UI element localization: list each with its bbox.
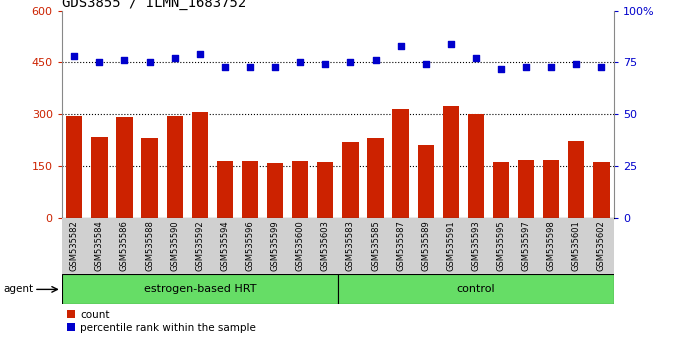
Text: estrogen-based HRT: estrogen-based HRT: [143, 284, 256, 295]
Bar: [493, 162, 509, 218]
Bar: [62, 274, 338, 304]
Legend: count, percentile rank within the sample: count, percentile rank within the sample: [67, 310, 257, 333]
Bar: [317, 162, 333, 218]
Point: [395, 43, 406, 48]
Bar: [442, 105, 459, 218]
Point: [244, 64, 255, 69]
Text: GSM535601: GSM535601: [572, 221, 581, 271]
Text: GSM535603: GSM535603: [321, 221, 330, 272]
Point: [270, 64, 281, 69]
Text: GSM535586: GSM535586: [120, 221, 129, 272]
Text: GSM535594: GSM535594: [220, 221, 229, 271]
Text: GSM535592: GSM535592: [196, 221, 204, 271]
Text: control: control: [457, 284, 495, 295]
Point: [571, 62, 582, 67]
Text: GSM535593: GSM535593: [471, 221, 480, 271]
Point: [69, 53, 80, 59]
Text: GSM535597: GSM535597: [521, 221, 530, 271]
Bar: [518, 160, 534, 218]
Bar: [191, 112, 208, 218]
Text: GSM535587: GSM535587: [396, 221, 405, 272]
Text: GSM535595: GSM535595: [497, 221, 506, 271]
Text: GSM535588: GSM535588: [145, 221, 154, 272]
Point: [144, 59, 155, 65]
Text: GSM535602: GSM535602: [597, 221, 606, 271]
Point: [421, 62, 431, 67]
Point: [295, 59, 306, 65]
Text: GSM535582: GSM535582: [70, 221, 79, 271]
Text: GSM535585: GSM535585: [371, 221, 380, 271]
Point: [370, 57, 381, 63]
Bar: [66, 116, 82, 218]
Point: [495, 66, 506, 72]
Point: [119, 57, 130, 63]
Point: [596, 64, 607, 69]
Point: [546, 64, 557, 69]
Bar: [117, 116, 132, 218]
Text: GSM535598: GSM535598: [547, 221, 556, 271]
Point: [345, 59, 356, 65]
Point: [521, 64, 532, 69]
Point: [194, 51, 205, 57]
Point: [471, 56, 482, 61]
Bar: [342, 142, 359, 218]
Text: GSM535599: GSM535599: [270, 221, 280, 271]
Point: [220, 64, 230, 69]
Text: GSM535583: GSM535583: [346, 221, 355, 272]
Bar: [367, 138, 383, 218]
Point: [169, 56, 180, 61]
Text: GSM535584: GSM535584: [95, 221, 104, 271]
Text: GSM535596: GSM535596: [246, 221, 255, 271]
Bar: [392, 109, 409, 218]
Bar: [167, 116, 183, 218]
Point: [94, 59, 105, 65]
Text: GSM535591: GSM535591: [447, 221, 456, 271]
Bar: [267, 163, 283, 218]
Text: agent: agent: [3, 284, 34, 295]
Bar: [217, 161, 233, 218]
Bar: [338, 274, 614, 304]
Bar: [468, 114, 484, 218]
Text: GSM535590: GSM535590: [170, 221, 179, 271]
Bar: [418, 145, 434, 218]
Bar: [568, 141, 584, 218]
Bar: [593, 162, 610, 218]
Text: GSM535589: GSM535589: [421, 221, 430, 271]
Bar: [141, 138, 158, 218]
Bar: [242, 161, 258, 218]
Point: [320, 62, 331, 67]
Text: GSM535600: GSM535600: [296, 221, 305, 271]
Bar: [91, 137, 108, 218]
Text: GDS3855 / ILMN_1683752: GDS3855 / ILMN_1683752: [62, 0, 246, 10]
Point: [445, 41, 456, 47]
Bar: [292, 161, 309, 218]
Bar: [543, 160, 559, 218]
